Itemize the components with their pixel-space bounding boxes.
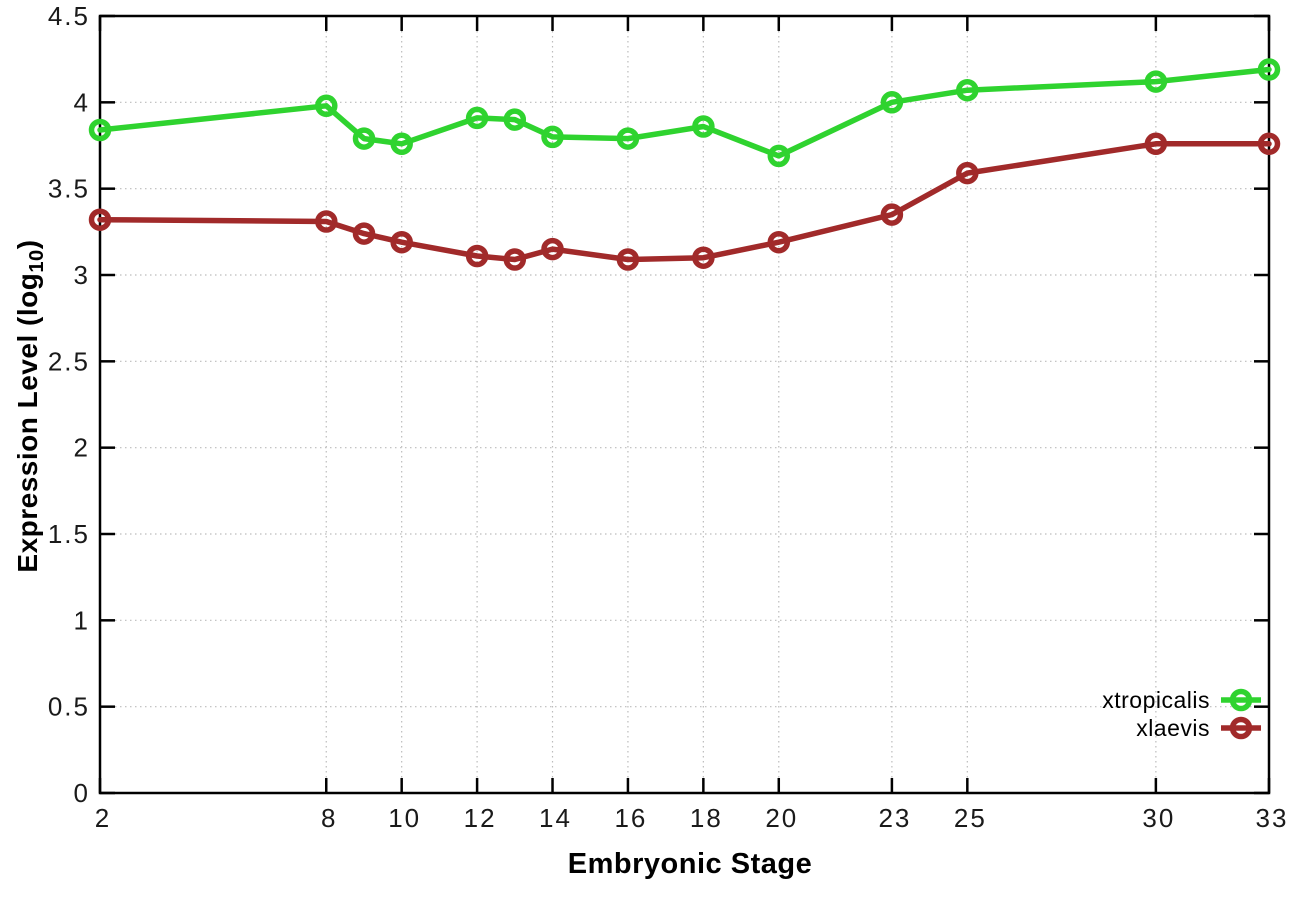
y-axis-label-subscript: 10	[26, 249, 49, 273]
legend-point-icon	[1229, 688, 1253, 712]
y-axis-label-suffix: )	[12, 239, 43, 250]
data-point-xlaevis	[1257, 132, 1281, 156]
x-tick-label: 25	[954, 803, 987, 833]
data-point-xtropicalis	[503, 108, 527, 131]
x-tick-label: 2	[95, 803, 111, 833]
data-point-xtropicalis	[1257, 58, 1281, 81]
x-tick-label: 30	[1142, 803, 1175, 833]
data-point-xtropicalis	[956, 78, 979, 102]
data-point-xlaevis	[390, 230, 413, 254]
y-tick-label: 2	[74, 433, 90, 463]
data-point-xlaevis	[956, 161, 979, 185]
y-tick-label: 2.5	[48, 346, 90, 376]
data-point-xlaevis	[880, 203, 904, 226]
legend-sample-xtropicalis	[1221, 688, 1261, 712]
series-line-xtropicalis	[97, 66, 1272, 159]
data-point-xtropicalis	[692, 115, 715, 138]
x-tick-label: 20	[765, 803, 798, 833]
data-point-xlaevis	[503, 248, 527, 271]
data-point-xtropicalis	[465, 106, 489, 130]
data-point-xtropicalis	[352, 127, 376, 150]
data-point-xtropicalis	[541, 125, 564, 149]
data-point-xlaevis	[616, 248, 640, 271]
y-tick-label: 4.5	[48, 1, 90, 31]
x-axis-label: Embryonic Stage	[567, 848, 813, 880]
legend-label-xlaevis: xlaevis	[1136, 714, 1210, 741]
legend-sample-xlaevis	[1221, 716, 1261, 740]
y-tick-label: 3.5	[48, 174, 90, 204]
x-tick-label: 33	[1256, 803, 1289, 833]
legend-label-xtropicalis: xtropicalis	[1102, 686, 1210, 713]
y-axis-label-text: Expression Level (log	[12, 272, 43, 573]
data-point-xtropicalis	[390, 132, 413, 156]
data-point-xlaevis	[767, 230, 791, 254]
y-tick-label: 0.5	[48, 692, 90, 722]
plot-border	[98, 14, 1271, 795]
data-point-xlaevis	[465, 244, 489, 268]
data-point-xtropicalis	[88, 118, 112, 142]
y-axis-label: Expression Level (log10)	[7, 106, 49, 706]
data-point-xlaevis	[315, 210, 338, 233]
legend-item-xtropicalis: xtropicalis	[896, 686, 1262, 714]
data-point-xtropicalis	[767, 144, 791, 168]
x-tick-label: 12	[464, 803, 497, 833]
data-point-xlaevis	[88, 208, 112, 231]
y-tick-label: 4	[74, 87, 90, 117]
legend: xtropicalis xlaevis	[896, 686, 1262, 742]
x-tick-label: 10	[388, 803, 421, 833]
x-tick-label: 8	[321, 803, 337, 833]
legend-item-xlaevis: xlaevis	[896, 714, 1262, 742]
y-tick-label: 0	[74, 778, 90, 808]
data-point-xtropicalis	[315, 94, 338, 118]
series-line-xlaevis	[97, 141, 1272, 263]
x-tick-label: 18	[690, 803, 723, 833]
data-point-xlaevis	[692, 246, 715, 269]
data-point-xtropicalis	[1144, 70, 1168, 93]
y-tick-label: 1	[74, 605, 90, 635]
data-point-xtropicalis	[616, 127, 640, 150]
data-point-xlaevis	[352, 222, 376, 245]
data-point-xlaevis	[541, 237, 564, 261]
data-point-xtropicalis	[880, 91, 904, 114]
y-tick-label: 1.5	[48, 519, 90, 549]
x-tick-label: 14	[539, 803, 572, 833]
y-tick-label: 3	[74, 260, 90, 290]
legend-point-icon	[1229, 716, 1253, 740]
data-point-xlaevis	[1144, 132, 1168, 156]
x-tick-label: 16	[614, 803, 647, 833]
x-tick-label: 23	[878, 803, 911, 833]
